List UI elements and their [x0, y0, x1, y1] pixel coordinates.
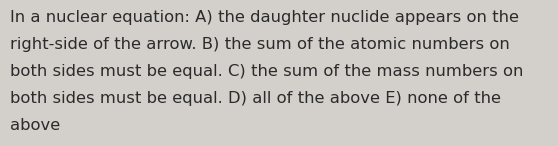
Text: above: above [10, 118, 60, 133]
Text: both sides must be equal. C) the sum of the mass numbers on: both sides must be equal. C) the sum of … [10, 64, 523, 79]
Text: right-side of the arrow. B) the sum of the atomic numbers on: right-side of the arrow. B) the sum of t… [10, 37, 510, 52]
Text: both sides must be equal. D) all of the above E) none of the: both sides must be equal. D) all of the … [10, 91, 501, 106]
Text: In a nuclear equation: A) the daughter nuclide appears on the: In a nuclear equation: A) the daughter n… [10, 10, 519, 25]
